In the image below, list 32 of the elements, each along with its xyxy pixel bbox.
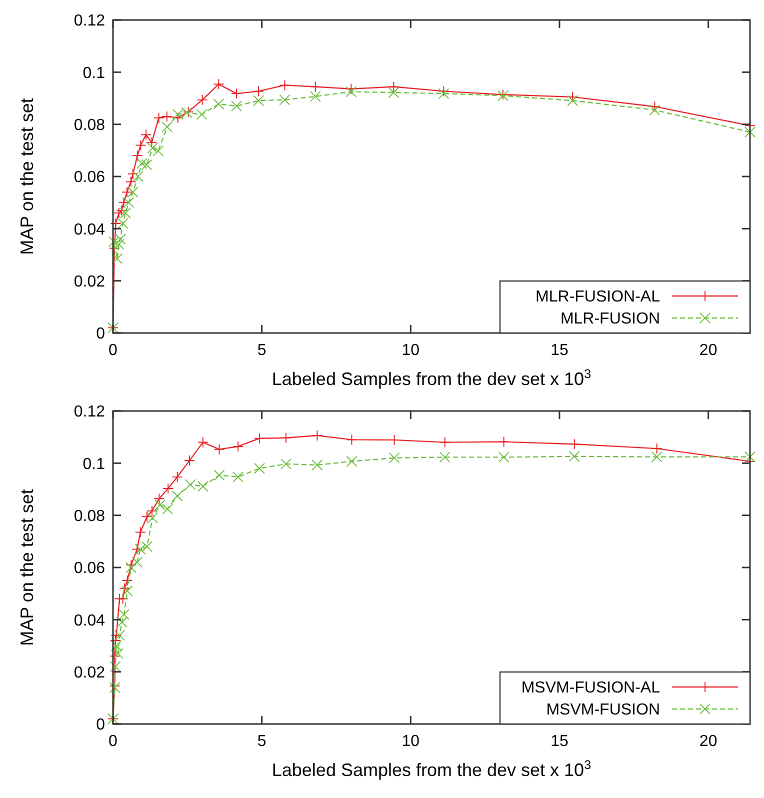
y-tick-label: 0.06: [74, 560, 106, 578]
y-tick-label: 0: [96, 716, 106, 734]
y-tick-label: 0.1: [82, 64, 106, 82]
legend-label: MSVM-FUSION: [546, 702, 660, 719]
x-tick-label: 10: [402, 733, 420, 750]
x-tick-label: 0: [108, 733, 118, 750]
y-axis-title: MAP on the test set: [17, 489, 37, 646]
y-axis-title: MAP on the test set: [17, 98, 37, 255]
x-axis-title: Labeled Samples from the dev set x 10$^{3}$: [272, 367, 592, 389]
x-tick-label: 15: [550, 342, 568, 359]
y-tick-label: 0.12: [74, 12, 106, 30]
x-tick-label: 5: [257, 733, 266, 750]
y-tick-label: 0.02: [74, 273, 106, 290]
legend-label: MLR-FUSION-AL: [536, 288, 660, 306]
y-tick-label: 0.08: [74, 116, 106, 134]
x-tick-label: 15: [550, 733, 568, 750]
x-axis-title: Labeled Samples from the dev set x 10$^{3}$: [272, 758, 592, 780]
y-tick-label: 0.1: [82, 456, 106, 473]
x-tick-label: 20: [699, 342, 718, 359]
y-tick-label: 0.12: [74, 404, 106, 421]
legend-label: MLR-FUSION: [560, 310, 660, 328]
y-tick-label: 0.04: [74, 221, 106, 238]
x-tick-label: 5: [257, 342, 266, 359]
y-tick-label: 0.06: [74, 169, 106, 186]
y-tick-label: 0.08: [74, 508, 106, 525]
y-tick-label: 0.04: [74, 612, 106, 630]
legend-label: MSVM-FUSION-AL: [521, 680, 660, 697]
x-tick-label: 0: [108, 342, 118, 359]
y-tick-label: 0: [96, 326, 106, 343]
x-tick-label: 10: [402, 342, 420, 359]
y-tick-label: 0.02: [74, 664, 106, 682]
x-tick-label: 20: [699, 733, 718, 750]
